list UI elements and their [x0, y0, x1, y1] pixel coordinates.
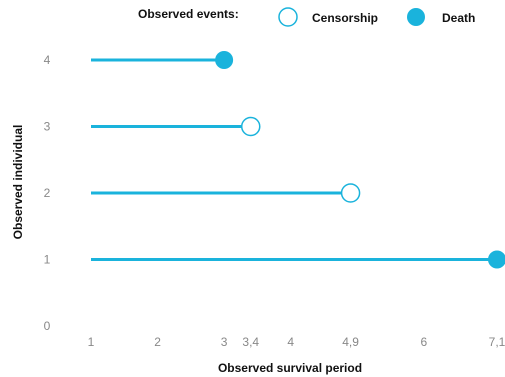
censorship-marker: [340, 183, 361, 203]
y-axis-title: Observed individual: [11, 125, 25, 240]
death-marker: [215, 51, 234, 69]
y-tick-label: 2: [44, 186, 51, 200]
legend-title: Observed events:: [138, 7, 239, 21]
data-series: [91, 51, 505, 269]
y-tick-label: 1: [44, 253, 51, 267]
y-axis-ticks: 0 1 2 3 4: [44, 53, 51, 333]
x-tick-label: 4: [287, 335, 294, 349]
x-tick-label: 3: [221, 335, 228, 349]
legend-censorship-marker: [278, 7, 298, 27]
legend-death-label: Death: [442, 11, 475, 25]
legend-censorship-label: Censorship: [312, 11, 378, 25]
x-tick-label: 6: [420, 335, 427, 349]
x-tick-label: 1: [88, 335, 95, 349]
x-axis-ticks: 1 2 3 3,4 4 4,9 6 7,1: [88, 335, 505, 349]
legend: Observed events: Censorship Death: [138, 7, 475, 27]
censorship-marker: [240, 116, 261, 137]
death-marker: [488, 250, 505, 269]
x-tick-label: 7,1: [489, 335, 505, 349]
x-axis-title: Observed survival period: [218, 361, 362, 375]
x-tick-label: 3,4: [242, 335, 259, 349]
y-tick-label: 4: [44, 53, 51, 67]
x-tick-label: 2: [154, 335, 161, 349]
y-tick-label: 0: [44, 319, 51, 333]
legend-death-marker: [407, 8, 425, 26]
y-tick-label: 3: [44, 120, 51, 134]
x-tick-label: 4,9: [342, 335, 359, 349]
